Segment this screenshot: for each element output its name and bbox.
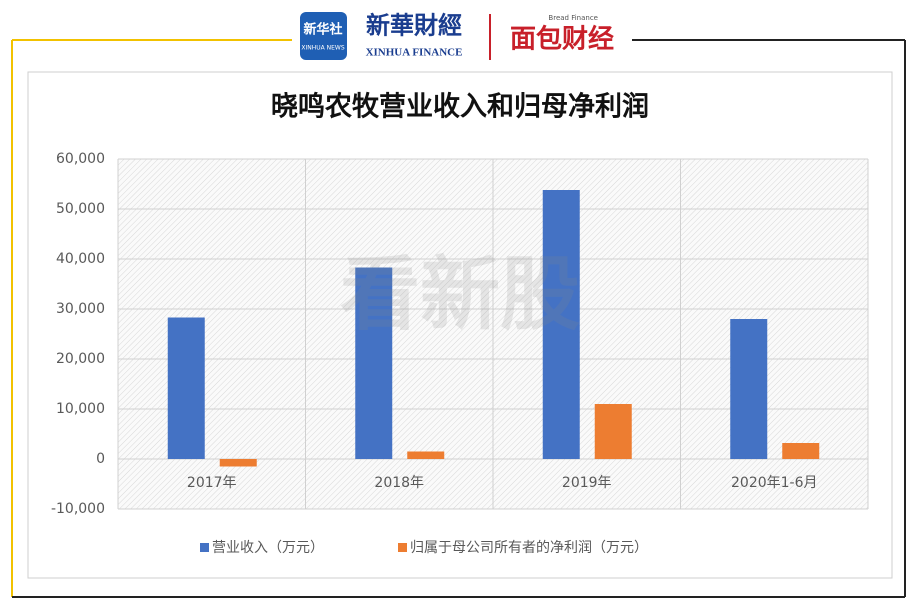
y-tick-label: 10,000 xyxy=(56,401,105,417)
y-tick-label: 50,000 xyxy=(56,201,105,217)
legend-swatch xyxy=(398,543,407,552)
legend-label: 营业收入（万元） xyxy=(212,540,324,556)
chart-title: 晓鸣农牧营业收入和归母净利润 xyxy=(271,91,649,123)
y-tick-label: 40,000 xyxy=(56,251,105,267)
x-tick-label: 2018年 xyxy=(374,475,424,491)
y-tick-label: 20,000 xyxy=(56,351,105,367)
logo-text: 新华社 xyxy=(303,22,342,38)
y-tick-label: 0 xyxy=(96,451,105,467)
bar xyxy=(355,267,393,459)
x-tick-label: 2020年1-6月 xyxy=(731,475,818,491)
legend-swatch xyxy=(200,543,209,552)
legend-label: 归属于母公司所有者的净利润（万元） xyxy=(410,539,648,556)
bar xyxy=(542,190,580,459)
bar xyxy=(782,443,820,459)
bar xyxy=(167,317,205,459)
x-tick-label: 2019年 xyxy=(562,475,612,491)
y-tick-label: -10,000 xyxy=(51,501,105,517)
bar xyxy=(407,451,445,459)
bar xyxy=(730,319,768,459)
plot: -10,000 0 10,000 20,000 30,000 40,000 50,000 60… xyxy=(51,151,869,556)
logo-sub: XINHUA NEWS xyxy=(301,45,344,52)
bar xyxy=(219,459,257,467)
partner: 面包财经 xyxy=(510,24,614,55)
y-tick-label: 30,000 xyxy=(56,301,105,317)
y-tick-label: 60,000 xyxy=(56,151,105,167)
logo-box xyxy=(300,12,347,60)
partner-sub: Bread Finance xyxy=(548,14,598,22)
watermark: 看新股 xyxy=(340,248,580,341)
bar xyxy=(594,404,632,459)
brand-sub: XINHUA FINANCE xyxy=(366,47,463,59)
brand: 新華財經 xyxy=(366,12,462,40)
x-tick-label: 2017年 xyxy=(187,475,237,491)
